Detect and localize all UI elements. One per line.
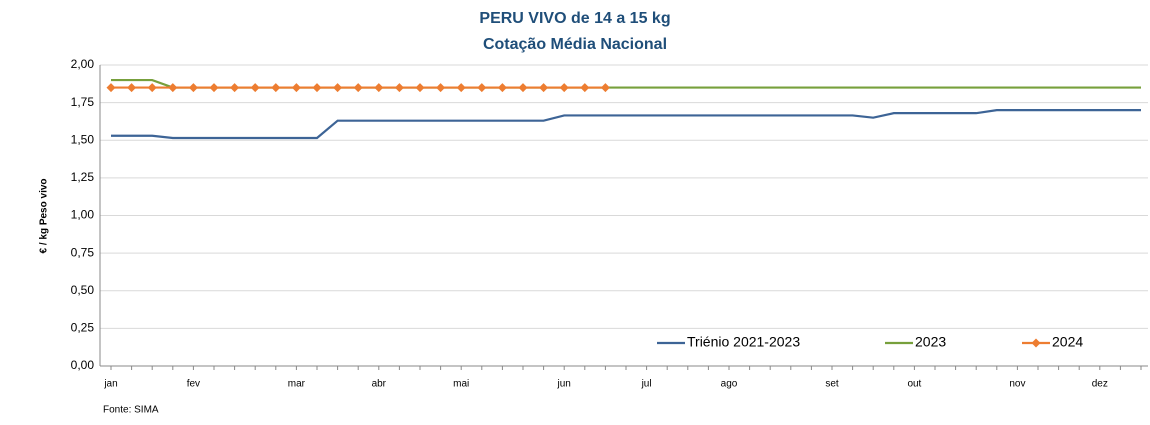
point-marker [394, 83, 404, 93]
point-marker [600, 83, 610, 93]
point-marker [415, 83, 425, 93]
point-marker [271, 83, 281, 93]
x-tick-label: abr [372, 379, 387, 390]
x-tick-label: jun [557, 379, 571, 390]
point-marker [127, 83, 137, 93]
y-tick-label: 0,00 [71, 358, 95, 372]
x-tick-label: jan [103, 379, 117, 390]
chart-title: PERU VIVO de 14 a 15 kg [479, 10, 670, 27]
legend-label: Triénio 2021-2023 [687, 334, 800, 350]
point-marker [497, 83, 507, 93]
point-marker [147, 83, 157, 93]
legend-marker [1031, 338, 1041, 348]
source-note: Fonte: SIMA [103, 405, 159, 416]
x-tick-label: mai [453, 379, 469, 390]
x-tick-label: jul [641, 379, 652, 390]
point-marker [436, 83, 446, 93]
point-marker [518, 83, 528, 93]
y-tick-label: 1,75 [71, 95, 95, 109]
point-marker [291, 83, 301, 93]
point-marker [106, 83, 116, 93]
x-tick-label: nov [1009, 379, 1025, 390]
x-tick-label: out [907, 379, 921, 390]
point-marker [539, 83, 549, 93]
point-marker [580, 83, 590, 93]
point-marker [230, 83, 240, 93]
x-tick-label: dez [1092, 379, 1108, 390]
y-tick-label: 1,50 [71, 132, 95, 146]
y-tick-label: 0,75 [71, 245, 95, 259]
chart-subtitle: Cotação Média Nacional [483, 36, 667, 53]
x-tick-label: set [825, 379, 839, 390]
y-axis-label: € / kg Peso vivo [39, 178, 50, 253]
y-tick-label: 2,00 [71, 57, 95, 71]
point-marker [209, 83, 219, 93]
y-tick-label: 0,25 [71, 321, 95, 335]
point-marker [477, 83, 487, 93]
point-marker [559, 83, 569, 93]
x-tick-label: ago [721, 379, 738, 390]
legend-label: 2024 [1052, 334, 1083, 350]
legend-label: 2023 [915, 334, 946, 350]
point-marker [374, 83, 384, 93]
y-tick-label: 1,00 [71, 208, 95, 222]
point-marker [312, 83, 322, 93]
point-marker [168, 83, 178, 93]
series-line [111, 78, 1141, 89]
y-tick-label: 0,50 [71, 283, 95, 297]
y-tick-label: 1,25 [71, 170, 95, 184]
series-line [111, 109, 1141, 140]
point-marker [353, 83, 363, 93]
point-marker [333, 83, 343, 93]
x-tick-label: mar [288, 379, 306, 390]
point-marker [456, 83, 466, 93]
x-tick-label: fev [187, 379, 200, 390]
point-marker [250, 83, 260, 93]
point-marker [188, 83, 198, 93]
